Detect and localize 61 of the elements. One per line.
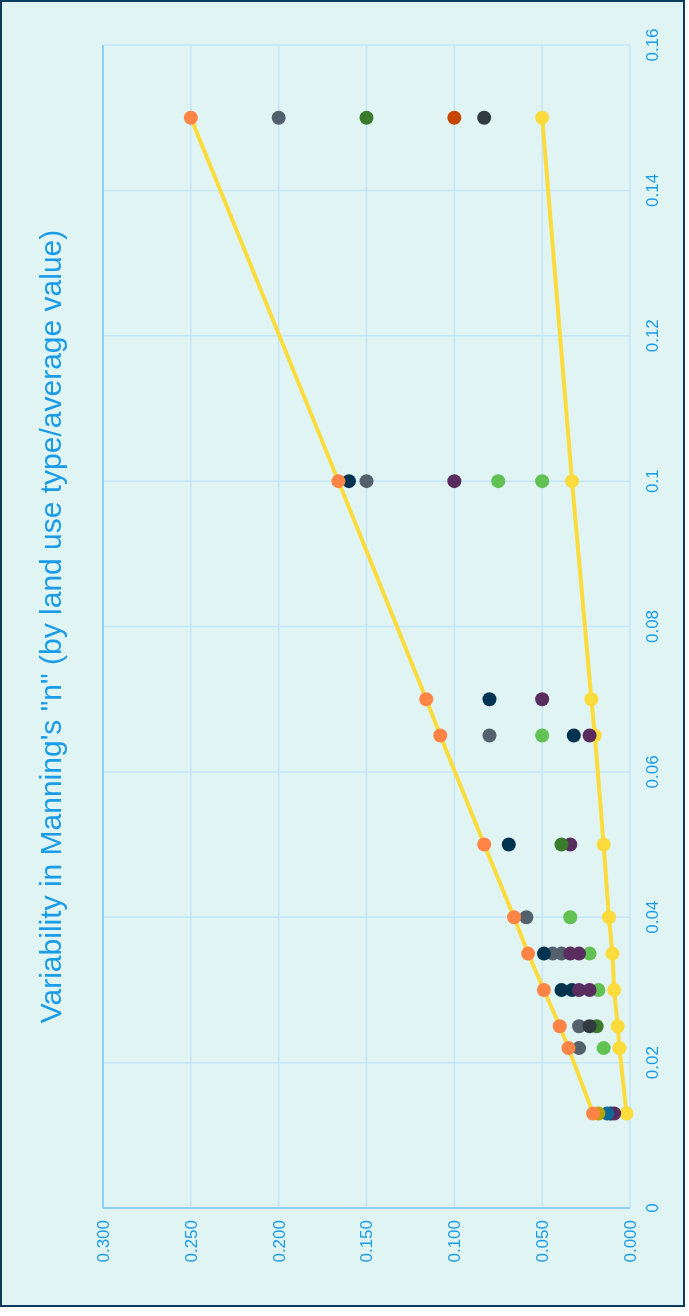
y-tick-label: 0.08	[642, 609, 662, 644]
point	[447, 474, 462, 489]
point	[601, 910, 616, 925]
point	[419, 692, 434, 707]
y-tick-label: 0.14	[642, 173, 662, 207]
point	[565, 474, 580, 489]
point	[482, 692, 497, 707]
x-tick-label: 0.200	[269, 1220, 289, 1263]
point	[607, 982, 622, 997]
x-tick-label: 0.150	[357, 1220, 377, 1263]
point	[491, 474, 506, 489]
point	[183, 110, 198, 125]
point	[612, 1041, 627, 1056]
x-tick-label: 0.050	[533, 1220, 553, 1263]
x-tick-label: 0.300	[93, 1220, 113, 1263]
point	[572, 946, 587, 961]
point	[596, 1041, 611, 1056]
point	[507, 910, 522, 925]
y-tick-label: 0	[642, 1203, 662, 1213]
point	[605, 946, 620, 961]
point	[554, 837, 569, 852]
point	[535, 728, 550, 743]
point	[619, 1106, 634, 1121]
point	[433, 728, 448, 743]
y-tick-label: 0.04	[642, 900, 662, 934]
point	[536, 982, 551, 997]
point	[535, 692, 550, 707]
x-tick-label: 0.000	[620, 1220, 640, 1263]
point	[584, 692, 599, 707]
point	[552, 1019, 567, 1034]
text: Variability in Manning's "n" (by land use type/average value)	[33, 229, 67, 1024]
y-tick-label: 0.02	[642, 1046, 662, 1080]
point	[271, 110, 286, 125]
point	[521, 946, 536, 961]
x-tick-label: 0.250	[181, 1220, 201, 1263]
x-tick-label: 0.100	[445, 1220, 465, 1263]
point	[477, 837, 492, 852]
y-tick-label: 0.16	[642, 28, 662, 62]
y-tick-label: 0.1	[642, 469, 662, 493]
y-tick-label: 0.06	[642, 755, 662, 789]
point	[582, 1019, 597, 1034]
point	[447, 110, 462, 125]
point	[359, 110, 374, 125]
point	[519, 910, 534, 925]
point	[610, 1019, 625, 1034]
point	[331, 474, 346, 489]
point	[535, 110, 550, 125]
point	[563, 910, 578, 925]
point	[536, 946, 551, 961]
point	[566, 728, 581, 743]
point	[596, 837, 611, 852]
point	[535, 474, 550, 489]
point	[482, 728, 497, 743]
y-tick-label: 0.12	[642, 319, 662, 353]
point	[477, 110, 492, 125]
point	[501, 837, 516, 852]
point	[582, 982, 597, 997]
point	[561, 1041, 576, 1056]
point	[359, 474, 374, 489]
point	[582, 728, 597, 743]
point	[586, 1106, 601, 1121]
